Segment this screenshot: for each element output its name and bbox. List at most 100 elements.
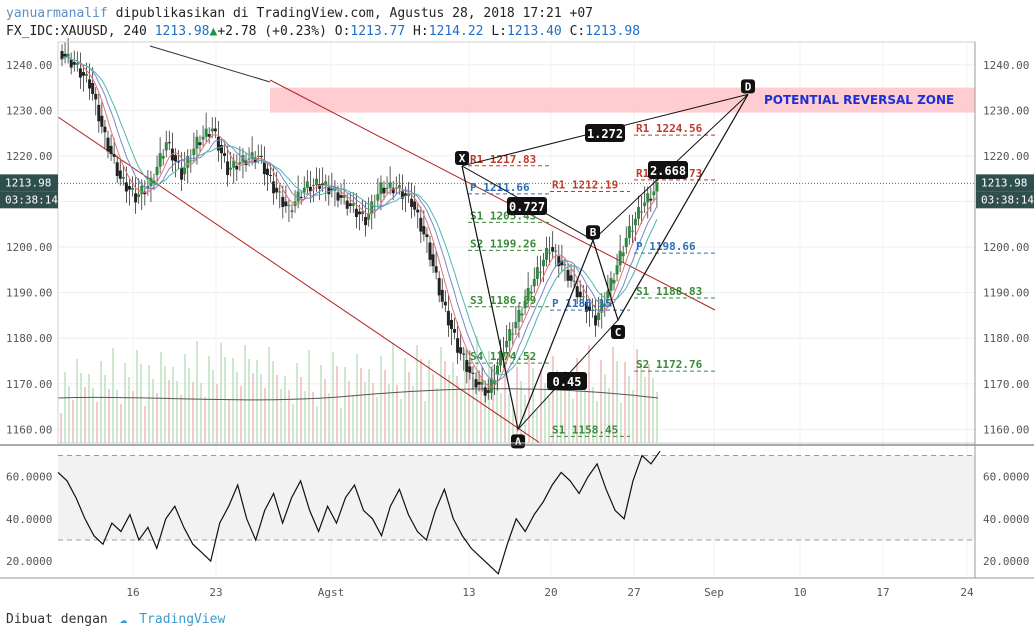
- candle-body: [186, 155, 190, 168]
- volume-bar: [176, 381, 178, 443]
- candle-body: [575, 286, 579, 298]
- candle-body: [339, 195, 343, 198]
- volume-bar: [260, 374, 262, 443]
- high-label: H:: [413, 24, 429, 39]
- candle-body: [615, 265, 619, 275]
- volume-bar: [500, 393, 502, 443]
- candle-body: [397, 185, 401, 188]
- harmonic-point-box: [741, 79, 755, 94]
- candle-body: [299, 196, 303, 198]
- volume-bar: [168, 380, 170, 443]
- candle-body: [468, 366, 472, 373]
- candle-body: [416, 209, 420, 213]
- candle-body: [529, 291, 533, 294]
- candle-body: [523, 300, 527, 309]
- candle-body: [410, 198, 414, 207]
- candle-body: [477, 381, 481, 385]
- rsi-band: [58, 455, 975, 540]
- volume-bar: [364, 382, 366, 443]
- candle-body: [557, 256, 561, 267]
- volume-bar: [496, 379, 498, 443]
- author-link[interactable]: yanuarmanalif: [6, 6, 108, 21]
- volume-bar: [616, 361, 618, 443]
- candle-body: [296, 191, 300, 202]
- candle-body: [541, 259, 545, 267]
- candle-body: [499, 350, 503, 366]
- ma-fast-line: [61, 56, 658, 388]
- volume-bar: [256, 360, 258, 443]
- candle-body: [321, 183, 325, 186]
- harmonic-point-label: X: [459, 152, 466, 165]
- candle-body: [308, 186, 312, 192]
- candle-body: [624, 237, 628, 248]
- low-label: L:: [491, 24, 507, 39]
- volume-bar: [564, 371, 566, 443]
- time-tick-label: 23: [209, 586, 222, 599]
- volume-bar: [204, 397, 206, 443]
- candle-body: [94, 93, 98, 100]
- candle-body: [437, 278, 441, 296]
- candle-body: [594, 315, 598, 326]
- candle-body: [127, 185, 131, 190]
- candle-body: [327, 186, 331, 195]
- volume-bar: [600, 360, 602, 443]
- harmonic-point-label: C: [615, 326, 622, 339]
- candle-body: [281, 196, 285, 207]
- ratio-label: 1.272: [587, 127, 623, 141]
- candle-body: [462, 353, 466, 355]
- candle-body: [640, 211, 644, 213]
- time-tick-label: 24: [960, 586, 974, 599]
- candle-body: [311, 185, 315, 187]
- candle-body: [443, 301, 447, 306]
- volume-bar: [324, 379, 326, 443]
- volume-bar: [288, 390, 290, 443]
- volume-bar: [108, 389, 110, 443]
- candle-body: [219, 144, 223, 154]
- volume-bar: [120, 404, 122, 443]
- candle-body: [621, 252, 625, 257]
- pivot-label: P 1198.66: [636, 240, 696, 253]
- volume-bar: [372, 383, 374, 443]
- ratio-label: 0.727: [509, 200, 545, 214]
- candle-body: [388, 182, 392, 188]
- candle-body: [97, 104, 101, 122]
- candle-body: [103, 126, 107, 133]
- volume-bar: [384, 370, 386, 443]
- rsi-tick-label-left: 20.0000: [6, 555, 52, 568]
- candle-body: [348, 203, 352, 207]
- open-label: O:: [334, 24, 351, 39]
- candle-body: [649, 198, 653, 201]
- candle-body: [474, 379, 478, 388]
- price-tick-label-left: 1190.00: [6, 287, 52, 300]
- candle-body: [330, 188, 334, 191]
- candle-body: [538, 271, 542, 273]
- candle-body: [545, 247, 549, 260]
- candle-body: [85, 73, 89, 76]
- volume-bar: [292, 404, 294, 443]
- candle-body: [431, 254, 435, 267]
- candle-body: [81, 72, 85, 76]
- candle-body: [72, 62, 76, 65]
- harmonic-point-box: [455, 150, 469, 165]
- ratio-badge: [648, 161, 688, 179]
- volume-bar: [60, 413, 62, 443]
- candle-body: [161, 155, 165, 159]
- volume-bar: [628, 376, 630, 443]
- volume-bar: [552, 356, 554, 443]
- candle-body: [305, 181, 309, 188]
- candle-body: [633, 218, 637, 226]
- candle-body: [63, 53, 67, 57]
- candle-body: [207, 134, 211, 137]
- tradingview-logo-icon[interactable]: ☁: [119, 612, 128, 627]
- candle-body: [195, 136, 199, 149]
- price-tick-label-left: 1230.00: [6, 104, 52, 117]
- candle-body: [364, 216, 368, 226]
- tradingview-brand[interactable]: TradingView: [139, 612, 226, 627]
- volume-bar: [396, 385, 398, 443]
- volume-bar: [436, 388, 438, 443]
- volume-bar: [272, 361, 274, 443]
- candle-body: [235, 165, 239, 170]
- volume-bar: [264, 388, 266, 443]
- close-label: C:: [569, 24, 586, 39]
